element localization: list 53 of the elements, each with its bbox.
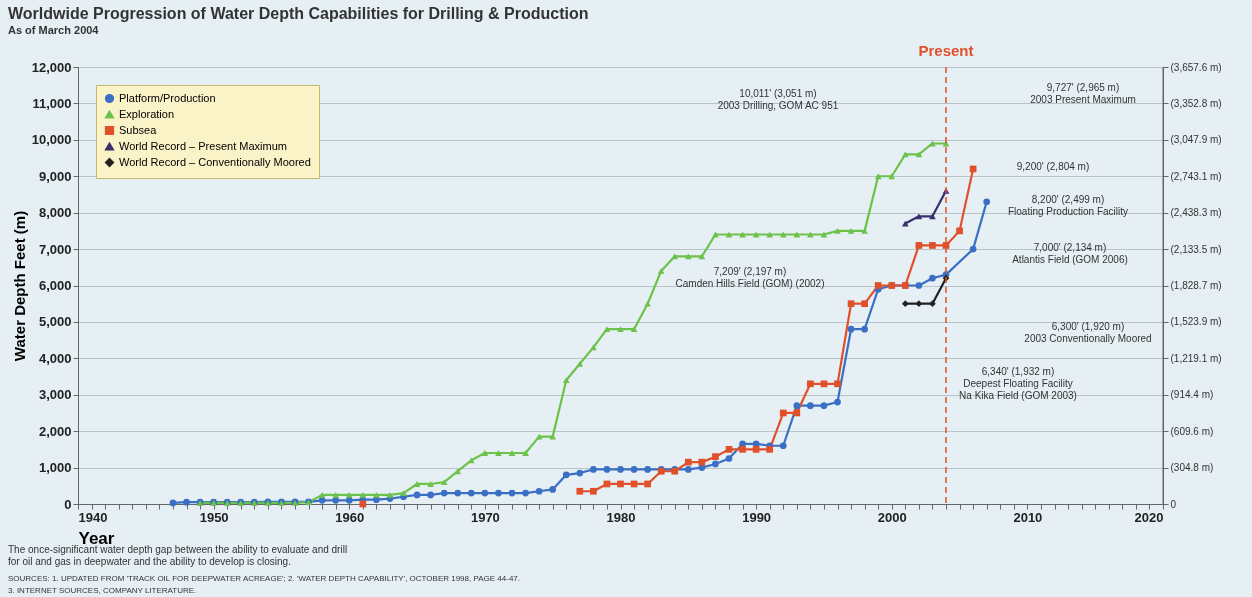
y2-tick-label: (914.4 m) <box>1170 389 1214 401</box>
y-tick-label: 12,000 <box>31 59 72 75</box>
x-tick-label: 1950 <box>199 509 229 525</box>
annotation: 8,200' (2,499 m) Floating Production Facility <box>1007 194 1129 217</box>
annotation: 6,340' (1,932 m) Deepest Floating Facility Na Kika Field (GOM 2003) <box>959 366 1077 401</box>
y2-tick-label: (2,133.5 m) <box>1170 243 1222 255</box>
annotation: 9,727' (2,965 m) 2003 Present Maximum <box>1030 82 1136 105</box>
legend-label: World Record – Present Maximum <box>119 139 287 152</box>
annotation: 10,011' (3,051 m) 2003 Drilling, GOM AC 951 <box>717 88 839 111</box>
x-tick-label: 2000 <box>877 509 907 525</box>
y2-tick-label: 0 <box>1170 498 1177 510</box>
legend-label: Subsea <box>119 123 158 136</box>
chart-subtitle: As of March 2004 <box>8 24 100 36</box>
y-tick-label: 4,000 <box>38 350 72 366</box>
y-tick-label: 6,000 <box>38 278 72 293</box>
x-tick-label: 1970 <box>470 509 500 525</box>
y-tick-label: 5,000 <box>38 314 72 330</box>
legend-label: World Record – Conventionally Moored <box>119 155 311 168</box>
y-tick-label: 9,000 <box>38 168 72 184</box>
chart-title: Worldwide Progression of Water Depth Capabilities for Drilling & Production <box>8 5 589 22</box>
x-tick-label: 1960 <box>335 509 365 525</box>
y2-tick-label: (3,352.8 m) <box>1170 97 1222 109</box>
y2-tick-label: (2,743.1 m) <box>1170 170 1222 182</box>
y2-tick-label: (1,219.1 m) <box>1170 352 1222 364</box>
y-tick-label: 11,000 <box>32 95 72 111</box>
y-axis-title: Water Depth Feet (m) <box>10 210 28 362</box>
legend-label: Platform/Production <box>119 91 216 104</box>
y-tick-label: 7,000 <box>38 241 72 257</box>
ref-line-label: Present <box>918 42 974 59</box>
y-tick-label: 2,000 <box>38 423 72 439</box>
x-tick-label: 2010 <box>1013 509 1043 525</box>
x-tick-label: 1990 <box>742 509 772 525</box>
y-tick-label: 0 <box>64 496 72 512</box>
annotation: 9,200' (2,804 m) <box>1016 161 1090 172</box>
x-tick-label: 1980 <box>606 509 636 525</box>
x-tick-label: 2020 <box>1134 509 1164 525</box>
y-tick-label: 3,000 <box>38 387 72 403</box>
annotation: 6,300' (1,920 m) 2003 Conventionally Moored <box>1024 321 1152 344</box>
annotation: 7,000' (2,134 m) Atlantis Field (GOM 2006) <box>1012 242 1128 265</box>
y2-tick-label: (3,047.9 m) <box>1170 134 1222 146</box>
annotation: 7,209' (2,197 m) Camden Hills Field (GOM) (2002) <box>675 266 825 289</box>
y-tick-label: 1,000 <box>38 460 72 476</box>
source-note: SOURCES: 1. UPDATED FROM 'TRACK OIL FOR DEEPWATER ACREAGE'; 2. 'WATER DEPTH CAPABILITY', OCTOBER 1998, PAGE 44-47. 3. INTERNET SOURCES, COMPANY LITERATURE. <box>8 574 520 595</box>
y2-tick-label: (1,523.9 m) <box>1170 316 1222 328</box>
y-tick-label: 8,000 <box>38 205 72 221</box>
x-tick-label: 1940 <box>78 509 108 525</box>
y2-tick-label: (609.6 m) <box>1170 425 1214 437</box>
legend-label: Exploration <box>119 107 175 120</box>
y2-tick-label: (3,657.6 m) <box>1170 61 1222 73</box>
y2-tick-label: (304.8 m) <box>1170 462 1214 474</box>
y-tick-label: 10,000 <box>31 132 72 148</box>
y2-tick-label: (2,438.3 m) <box>1170 207 1222 219</box>
y2-tick-label: (1,828.7 m) <box>1170 280 1222 292</box>
